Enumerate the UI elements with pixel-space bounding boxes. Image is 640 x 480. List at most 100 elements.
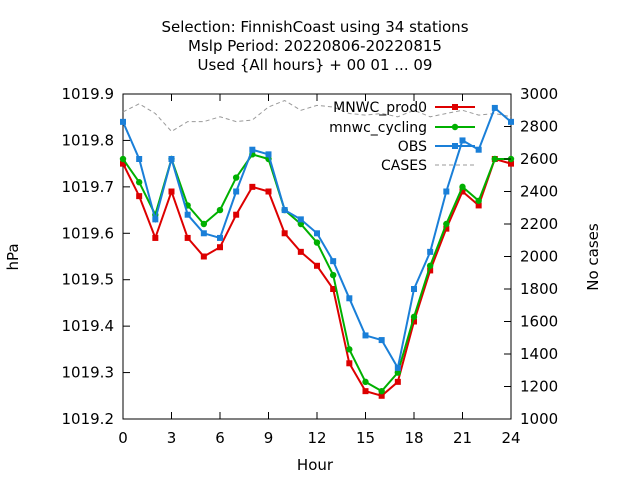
y-axis-label: hPa [4,243,22,270]
legend-label-obs: OBS [398,139,427,155]
data-point-mnwc-cycling [491,155,499,163]
data-point-mnwc-cycling [329,271,337,279]
data-point-mnwc-prod0 [475,202,482,209]
y2-tick-label: 1000 [520,410,558,428]
data-point-obs [330,258,337,265]
data-point-mnwc-prod0 [168,188,175,195]
data-point-obs [233,188,240,195]
data-point-mnwc-cycling [443,220,450,228]
data-point-obs [508,118,514,125]
data-point-mnwc-cycling [426,262,434,269]
title-line-3: Used {All hours} + 00 01 ... 09 [198,56,433,74]
data-point-mnwc-cycling [200,220,208,228]
data-point-mnwc-cycling [475,197,482,204]
x-tick-label: 15 [356,429,375,447]
data-point-obs [168,156,175,162]
data-point-mnwc-prod0 [427,267,434,274]
data-point-mnwc-cycling [362,378,369,386]
y-tick-label: 1019.5 [62,271,115,289]
data-point-obs [394,364,401,371]
title-line-1: Selection: FinnishCoast using 34 station… [161,18,468,36]
data-point-obs [362,332,369,339]
data-point-mnwc-cycling [119,155,127,163]
data-point-obs [346,295,353,302]
data-point-obs [184,211,191,218]
chart-title: Selection: FinnishCoast using 34 station… [161,18,468,74]
data-point-mnwc-prod0 [459,188,466,195]
y-tick-label: 1019.4 [62,317,115,335]
y-tick-label: 1019.8 [62,131,115,149]
y2-tick-label: 1200 [520,378,558,396]
y-tick-label: 1019.3 [62,364,115,382]
ticks-layer: 0 3 6 9 12 15 18 21 24 1019.2 1019.3 1019.4 1019.5 10… [62,85,559,447]
data-point-obs [265,151,272,158]
data-point-obs [217,234,223,241]
data-point-mnwc-prod0 [233,211,240,218]
data-point-mnwc-prod0 [297,248,304,255]
x-tick-label: 12 [307,429,326,447]
y2-tick-label: 3000 [520,85,558,103]
data-point-obs [443,188,450,195]
data-point-mnwc-cycling [216,206,224,214]
legend-marker-mnwc-prod0 [452,104,458,110]
data-point-obs [459,137,466,144]
data-point-obs [314,230,320,237]
data-point-obs [427,248,434,255]
data-point-mnwc-cycling [232,174,240,181]
y-tick-label: 1019.9 [62,85,115,103]
data-point-mnwc-prod0 [200,253,207,260]
y2-tick-label: 1800 [520,280,558,298]
data-point-mnwc-prod0 [152,234,159,241]
x-tick-label: 9 [264,429,274,447]
data-point-mnwc-cycling [459,183,466,191]
y-tick-label: 1019.2 [62,410,115,428]
data-point-obs [120,118,126,125]
data-point-obs [152,216,159,223]
data-point-mnwc-prod0 [394,378,401,385]
x-tick-label: 3 [167,429,177,447]
data-point-mnwc-prod0 [265,188,272,195]
data-point-mnwc-cycling [346,346,353,353]
data-point-mnwc-prod0 [136,193,143,200]
legend-label-mnwc-prod0: MNWC_prod0 [333,100,427,116]
legend-label-mnwc-cycling: mnwc_cycling [329,120,427,136]
legend-marker-obs [452,143,458,149]
data-point-mnwc-prod0 [508,160,514,167]
y2-tick-label: 1400 [520,345,558,363]
data-point-obs [475,146,482,153]
data-point-mnwc-prod0 [281,230,288,237]
data-point-mnwc-prod0 [346,360,353,367]
data-point-mnwc-prod0 [249,183,256,190]
data-point-mnwc-prod0 [120,160,126,167]
data-point-mnwc-cycling [313,239,321,246]
y2-tick-label: 2400 [520,183,558,201]
legend-label-cases: CASES [381,158,427,174]
data-point-obs [249,146,256,153]
y2-tick-label: 2600 [520,150,558,168]
y2-tick-label: 2200 [520,215,558,233]
legend: MNWC_prod0 mnwc_cycling OBS CASES [329,100,475,174]
x-tick-label: 0 [118,429,128,447]
series-layer [119,99,515,399]
data-point-obs [136,156,143,162]
data-point-mnwc-prod0 [378,392,385,399]
data-point-obs [491,104,498,111]
y2-tick-label: 1600 [520,313,558,331]
y2-tick-label: 2800 [520,118,558,136]
data-point-obs [411,286,417,292]
x-tick-label: 18 [404,429,423,447]
plot-frame [122,93,512,420]
data-point-obs [281,207,288,214]
data-point-obs [200,230,207,237]
data-point-obs [378,337,385,344]
data-point-mnwc-prod0 [362,388,369,395]
y-tick-label: 1019.6 [62,224,115,242]
data-point-mnwc-cycling [394,369,402,376]
x-tick-label: 21 [453,429,472,447]
y2-tick-label: 2000 [520,248,558,266]
data-point-mnwc-cycling [135,179,143,186]
data-point-mnwc-prod0 [314,262,320,269]
data-point-mnwc-prod0 [184,234,191,241]
y-tick-label: 1019.7 [62,178,115,196]
